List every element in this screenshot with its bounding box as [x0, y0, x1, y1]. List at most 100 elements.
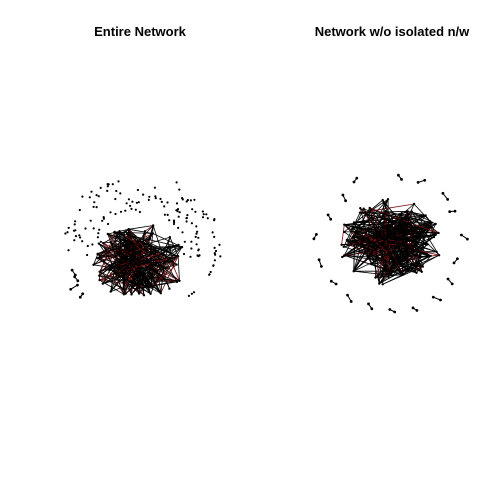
network-node	[86, 244, 89, 248]
network-node	[151, 232, 155, 235]
network-node	[422, 246, 425, 249]
network-node	[365, 237, 368, 240]
network-node	[163, 261, 166, 265]
network-node	[163, 213, 166, 216]
network-node	[341, 193, 345, 197]
network-edge	[117, 279, 177, 283]
network-node	[73, 223, 76, 226]
network-edge	[152, 261, 172, 288]
network-node	[386, 240, 390, 243]
network-edge	[152, 264, 177, 288]
network-edge	[160, 256, 179, 294]
network-node	[73, 273, 77, 277]
network-node	[168, 256, 172, 260]
network-node	[185, 216, 188, 220]
network-node	[108, 268, 111, 272]
network-edge	[135, 260, 172, 265]
network-node	[430, 221, 433, 224]
network-edge	[152, 255, 179, 288]
network-edge	[359, 212, 426, 216]
network-edge	[421, 232, 425, 248]
network-node	[148, 195, 151, 198]
network-node	[134, 251, 138, 254]
network-node	[416, 181, 420, 184]
network-node	[213, 218, 216, 221]
network-node	[178, 188, 181, 191]
network-node	[437, 254, 441, 257]
network-node	[423, 178, 427, 182]
network-edge	[403, 254, 440, 275]
network-node	[394, 251, 397, 254]
network-node	[334, 282, 338, 286]
network-node	[119, 210, 123, 213]
network-node	[109, 211, 112, 214]
network-node	[196, 254, 199, 257]
network-without-isolated-graph	[312, 173, 469, 314]
network-node	[439, 298, 442, 302]
network-edge	[157, 270, 162, 294]
network-node	[106, 185, 109, 188]
network-node	[351, 227, 354, 230]
network-node	[352, 180, 356, 184]
network-node	[214, 249, 218, 253]
network-edge	[369, 207, 439, 234]
network-node	[363, 250, 366, 253]
network-node	[415, 309, 419, 312]
network-edge	[398, 255, 429, 263]
network-node	[219, 255, 222, 258]
network-edge	[346, 239, 366, 246]
network-node	[342, 245, 345, 248]
network-edge	[128, 225, 154, 230]
network-node	[384, 210, 387, 213]
network-node	[102, 216, 105, 219]
network-node	[189, 255, 192, 258]
network-node	[355, 176, 359, 180]
network-node	[195, 232, 198, 235]
network-node	[125, 240, 129, 243]
network-node	[102, 241, 105, 245]
network-edge	[125, 268, 152, 294]
network-node	[218, 243, 221, 246]
network-node	[117, 180, 120, 183]
network-node	[190, 222, 193, 225]
network-node	[466, 237, 469, 241]
network-node	[108, 264, 111, 267]
network-node	[395, 230, 398, 233]
network-edge	[425, 215, 431, 222]
network-node	[109, 240, 112, 244]
network-node	[148, 237, 152, 241]
network-edge	[376, 224, 390, 233]
network-node	[378, 282, 381, 285]
network-node	[139, 256, 142, 259]
network-edge	[128, 228, 153, 234]
network-edge	[353, 212, 402, 223]
network-node	[98, 254, 101, 257]
network-node	[142, 277, 145, 280]
network-node	[159, 292, 162, 295]
network-node	[154, 195, 157, 198]
network-edge	[352, 218, 408, 230]
network-node	[66, 231, 69, 234]
network-node	[185, 220, 188, 223]
network-node	[181, 231, 184, 234]
network-node	[406, 269, 409, 272]
network-node	[99, 240, 102, 243]
network-node	[437, 231, 440, 235]
network-node	[166, 213, 169, 216]
network-edge	[353, 258, 369, 272]
network-node	[153, 186, 156, 189]
network-edge	[107, 233, 137, 242]
network-node	[178, 279, 181, 282]
network-edge	[102, 276, 120, 285]
network-node	[127, 228, 131, 231]
network-node	[379, 276, 382, 279]
network-node	[340, 243, 343, 246]
network-edge	[97, 253, 167, 269]
network-node	[429, 254, 432, 258]
network-node	[364, 244, 367, 247]
network-node	[441, 191, 445, 195]
network-node	[185, 200, 188, 203]
network-node	[124, 292, 127, 295]
network-node	[326, 213, 330, 217]
network-edge	[99, 245, 170, 273]
